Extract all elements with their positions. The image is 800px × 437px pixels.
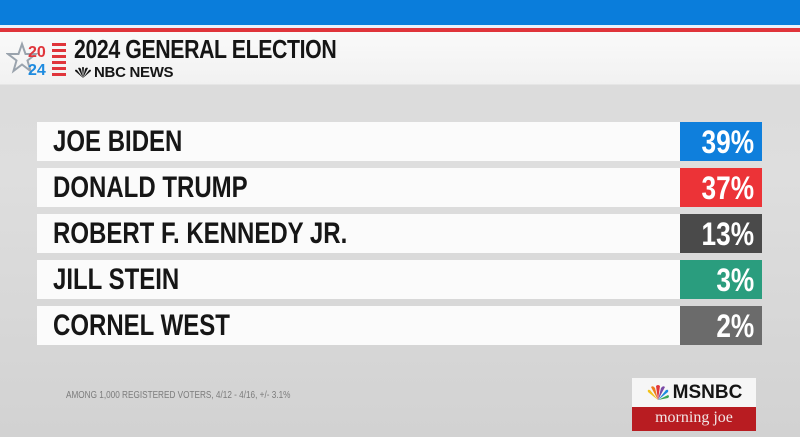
network-name: NBC NEWS [94, 64, 174, 81]
table-row: JILL STEIN 3% [37, 260, 762, 299]
table-row: JOE BIDEN 39% [37, 122, 762, 161]
candidate-percent: 3% [680, 260, 762, 299]
msnbc-peacock-icon [647, 384, 669, 400]
header-band [0, 32, 800, 85]
top-blue-bar [0, 0, 800, 25]
table-row: ROBERT F. KENNEDY JR. 13% [37, 214, 762, 253]
table-row: CORNEL WEST 2% [37, 306, 762, 345]
table-row: DONALD TRUMP 37% [37, 168, 762, 207]
candidate-percent: 13% [680, 214, 762, 253]
svg-text:24: 24 [28, 62, 46, 79]
candidate-name: DONALD TRUMP [53, 171, 248, 204]
results-table: JOE BIDEN 39% DONALD TRUMP 37% ROBERT F.… [37, 122, 762, 352]
candidate-name: ROBERT F. KENNEDY JR. [53, 217, 348, 250]
svg-text:20: 20 [28, 44, 46, 61]
top-divider [0, 25, 800, 28]
candidate-name: JILL STEIN [53, 263, 180, 296]
show-name: morning joe [632, 407, 756, 431]
candidate-name: CORNEL WEST [53, 309, 230, 342]
poll-methodology-note: AMONG 1,000 REGISTERED VOTERS, 4/12 - 4/… [66, 390, 291, 401]
page-title: 2024 GENERAL ELECTION [74, 34, 337, 64]
msnbc-morning-joe-bug: MSNBC morning joe [632, 378, 756, 431]
election-2024-logo-icon: 20 24 [6, 40, 66, 79]
candidate-percent: 2% [680, 306, 762, 345]
msnbc-logo: MSNBC [632, 378, 756, 407]
candidate-percent: 39% [680, 122, 762, 161]
top-red-stripe [0, 28, 800, 32]
nbc-peacock-icon [75, 66, 91, 78]
candidate-name: JOE BIDEN [53, 125, 183, 158]
channel-name: MSNBC [672, 381, 743, 403]
nbc-news-brand: NBC NEWS [74, 64, 174, 81]
candidate-percent: 37% [680, 168, 762, 207]
